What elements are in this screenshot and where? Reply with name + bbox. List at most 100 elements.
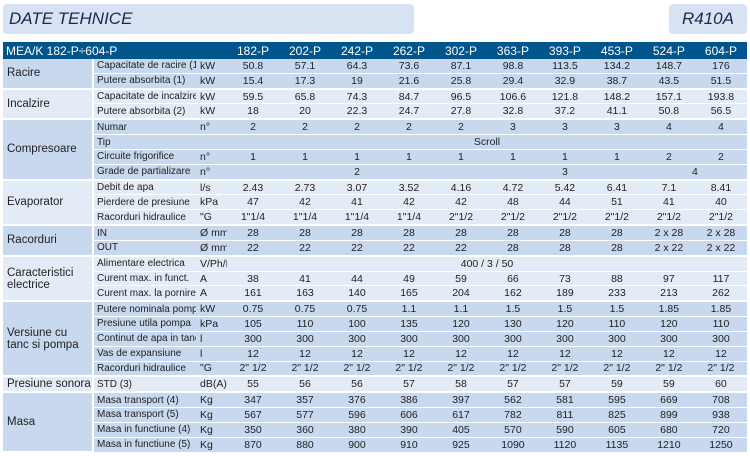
value-cell: 38 [227, 271, 280, 287]
unit-label: "G [196, 361, 228, 377]
unit-label: Kg [196, 407, 228, 423]
value-cell: 161 [227, 285, 280, 302]
value-cell: 1.5 [486, 300, 539, 318]
value-cell: 3 [590, 118, 643, 136]
parameter-label: Masa transport (5) [93, 407, 196, 423]
value-cell: 98.8 [486, 59, 539, 74]
parameter-label: Masa in functiune (4) [93, 422, 196, 438]
value-cell: 57.1 [279, 59, 331, 74]
title-banner: DATE TEHNICE [3, 4, 414, 34]
value-cell: 56 [279, 375, 331, 393]
value-cell: 595 [590, 391, 643, 409]
value-cell: 1.85 [642, 300, 695, 318]
value-cell: 32.8 [486, 103, 539, 120]
technical-data-table: MEA/K 182-P÷604-P 182-P 202-P 242-P 262-… [3, 42, 747, 454]
value-cell: 2 [331, 118, 383, 136]
table-row: Presiune utila pompa kPa 105 110 100 135 120 13… [3, 316, 747, 332]
value-cell: 28 [331, 224, 383, 241]
value-cell: 2" 1/2 [486, 361, 539, 377]
value-cell: 130 [486, 316, 539, 332]
table-row: Masa transport (5) Kg 567 577 596 606 617 782 81… [3, 407, 747, 423]
refrigerant-label: R410A [682, 9, 734, 28]
unit-label: A [196, 285, 228, 302]
value-cell: 1 [538, 149, 591, 165]
value-cell: 204 [434, 285, 487, 302]
value-cell: 42 [382, 194, 435, 211]
table-row: Putere absorbita (2) kW 18 20 22.3 24.7 27.8 32… [3, 103, 747, 120]
value-cell: 262 [694, 285, 747, 302]
value-cell: 3.07 [331, 178, 383, 196]
value-cell: 28 [590, 224, 643, 241]
value-cell: 12 [434, 346, 487, 362]
value-cell: 32.9 [538, 73, 591, 90]
merged-value-cell: Scroll [227, 134, 747, 150]
value-cell: 899 [642, 407, 695, 423]
value-cell: 1.1 [434, 300, 487, 318]
unit-label: A [196, 271, 228, 287]
value-cell: 357 [279, 391, 331, 409]
value-cell: 64.3 [331, 59, 383, 74]
value-cell: 120 [434, 316, 487, 332]
value-cell: 360 [279, 422, 331, 438]
value-cell: 570 [486, 422, 539, 438]
table-body: Racire Capacitate de racire (1) kW 50.8 57.1… [3, 59, 747, 454]
value-cell: 3.52 [382, 178, 435, 196]
value-cell: 65.8 [279, 87, 331, 105]
value-cell: 12 [486, 346, 539, 362]
value-cell: 28 [434, 224, 487, 241]
value-cell: 350 [227, 422, 280, 438]
value-cell: 110 [694, 316, 747, 332]
unit-label: kW [196, 103, 228, 120]
table-row: Evaporator Debit de apa l/s 2.43 2.73 3.07 3.5… [3, 178, 747, 227]
value-cell: 43.5 [642, 73, 695, 90]
value-cell: 2 x 22 [642, 240, 695, 257]
value-cell: 56.5 [694, 103, 747, 120]
value-cell: 680 [642, 422, 695, 438]
value-cell: 347 [227, 391, 280, 409]
value-cell: 2 [382, 118, 435, 136]
value-cell: 300 [434, 331, 487, 347]
unit-label: dB(A) [196, 375, 228, 393]
unit-label: l/s [196, 178, 228, 196]
value-cell: 1 [590, 149, 643, 165]
value-cell: 120 [538, 316, 591, 332]
value-cell: 1"1/4 [331, 209, 383, 226]
unit-label: kPa [196, 194, 228, 211]
value-cell: 0.75 [279, 300, 331, 318]
group-label: Caracteristici electrice [3, 254, 94, 303]
value-cell: 113.5 [538, 59, 591, 74]
value-cell: 6.41 [590, 178, 643, 196]
value-cell: 2.43 [227, 178, 280, 196]
value-cell: 22 [331, 240, 383, 257]
value-cell: 41.1 [590, 103, 643, 120]
table-row: OUT Ø mm 22 22 22 22 22 28 28 28 2 x 22 2 x 22 [3, 240, 747, 257]
unit-label: n° [196, 118, 228, 136]
value-cell: 2 x 22 [694, 240, 747, 257]
value-cell: 28 [538, 240, 591, 257]
value-cell: 22 [279, 240, 331, 257]
value-cell: 233 [590, 285, 643, 302]
value-cell: 300 [227, 331, 280, 347]
value-cell: 50.8 [642, 103, 695, 120]
value-cell: 596 [331, 407, 383, 423]
unit-label: kW [196, 87, 228, 105]
value-cell: 96.5 [434, 87, 487, 105]
value-cell: 669 [642, 391, 695, 409]
unit-label: Kg [196, 437, 228, 453]
value-cell: 12 [382, 346, 435, 362]
value-cell: 106.6 [486, 87, 539, 105]
value-cell: 590 [538, 422, 591, 438]
value-cell: 59 [434, 271, 487, 287]
unit-label: Kg [196, 391, 228, 409]
parameter-label: Presiune utila pompa [93, 316, 196, 332]
parameter-label: Putere absorbita (1) [93, 73, 196, 90]
table-row: Curent max. la pornire A 161 163 140 165 204 16… [3, 285, 747, 302]
value-cell: 300 [694, 331, 747, 347]
model-header: 182-P [227, 42, 280, 59]
unit-label: l [196, 331, 228, 347]
value-cell: 40 [694, 194, 747, 211]
value-cell: 48 [486, 194, 539, 211]
value-cell: 1120 [538, 437, 591, 453]
table-row: Putere absorbita (1) kW 15.4 17.3 19 21.6 25.8… [3, 73, 747, 90]
value-cell: 189 [538, 285, 591, 302]
